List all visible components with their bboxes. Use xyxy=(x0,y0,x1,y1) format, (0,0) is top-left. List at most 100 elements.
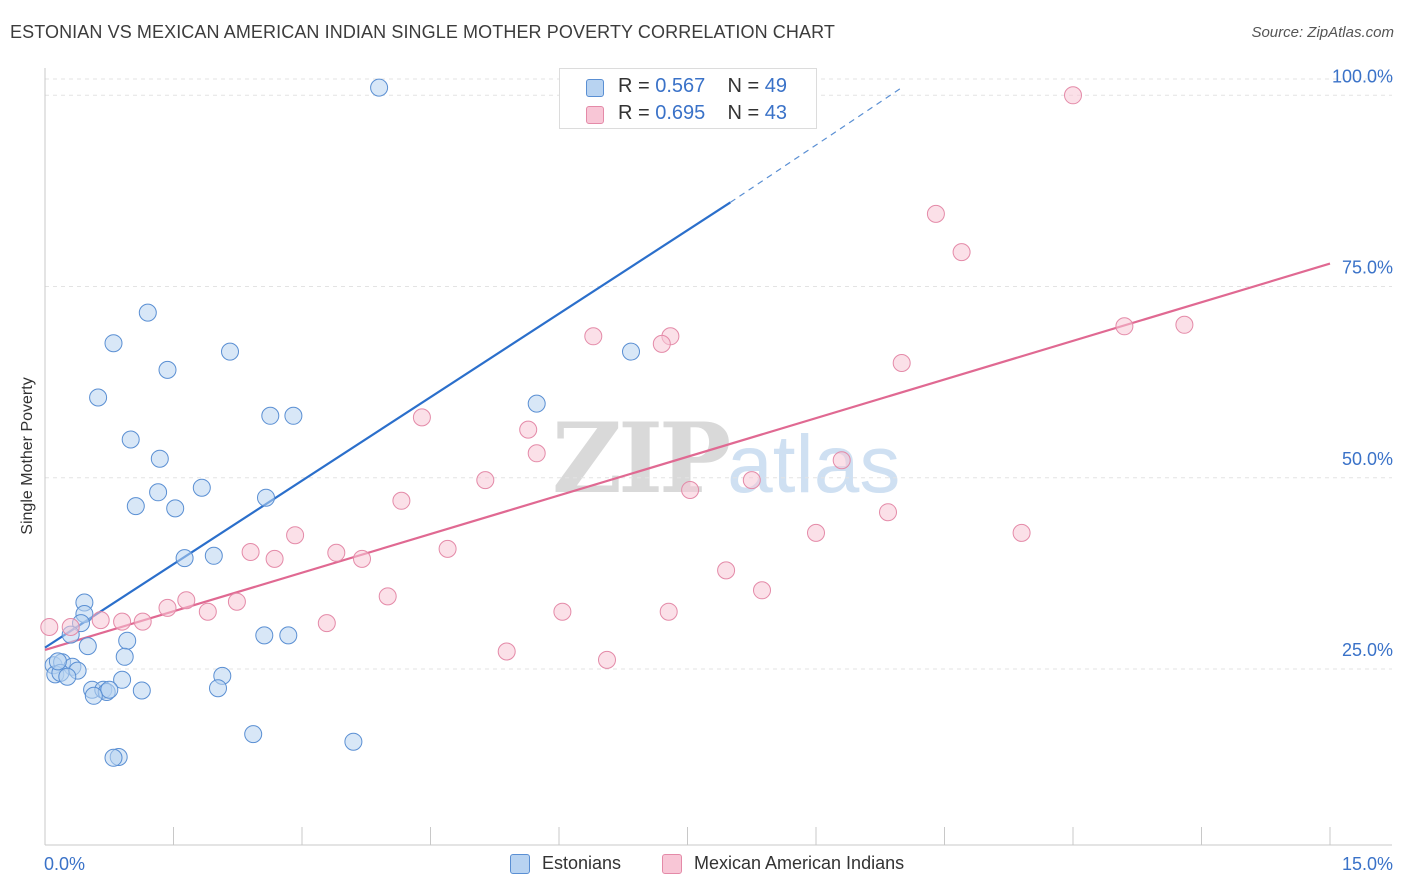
point-mexican-american-indians xyxy=(742,471,761,490)
point-estonians xyxy=(58,667,77,686)
point-estonians xyxy=(622,342,640,361)
point-estonians xyxy=(84,686,103,705)
point-mexican-american-indians xyxy=(1115,317,1134,336)
point-estonians xyxy=(48,652,67,671)
point-mexican-american-indians xyxy=(553,602,572,621)
point-estonians xyxy=(115,647,134,666)
x-tick-label: 15.0% xyxy=(1342,854,1393,874)
point-mexican-american-indians xyxy=(61,618,80,636)
point-estonians xyxy=(104,334,123,353)
trend-line-estonians-extension xyxy=(729,87,903,203)
point-estonians xyxy=(261,406,280,425)
point-mexican-american-indians xyxy=(286,526,305,545)
trend-line-mexican-american-indians xyxy=(44,262,1331,651)
point-mexican-american-indians xyxy=(519,420,538,439)
point-estonians xyxy=(100,680,119,699)
point-estonians xyxy=(78,637,97,656)
point-estonians xyxy=(121,430,140,449)
source-label: Source: ZipAtlas.com xyxy=(1251,24,1394,41)
point-mexican-american-indians xyxy=(40,618,59,636)
n-label: N = xyxy=(727,102,765,124)
point-estonians xyxy=(221,342,239,361)
trend-lines xyxy=(44,87,1331,651)
point-mexican-american-indians xyxy=(158,598,177,617)
point-mexican-american-indians xyxy=(133,612,152,631)
point-mexican-american-indians xyxy=(879,503,897,522)
n-value: 43 xyxy=(764,102,788,124)
point-mexican-american-indians xyxy=(527,444,546,463)
point-mexican-american-indians xyxy=(952,243,971,262)
point-mexican-american-indians xyxy=(392,491,411,510)
r-value: 0.567 xyxy=(655,75,706,97)
point-mexican-american-indians xyxy=(91,611,110,630)
point-mexican-american-indians xyxy=(807,523,825,542)
point-mexican-american-indians xyxy=(327,543,346,562)
series-legend: Estonians Mexican American Indians xyxy=(0,852,1406,878)
point-estonians xyxy=(138,303,157,322)
x-tick-label: 0.0% xyxy=(44,854,85,874)
point-mexican-american-indians xyxy=(926,204,945,223)
point-mexican-american-indians xyxy=(476,471,495,490)
point-mexican-american-indians xyxy=(598,650,616,669)
point-estonians xyxy=(284,406,303,425)
point-estonians xyxy=(244,725,263,744)
r-value: 0.695 xyxy=(655,102,706,124)
point-estonians xyxy=(104,748,123,767)
legend-swatch-pink xyxy=(662,854,682,874)
point-mexican-american-indians xyxy=(1175,315,1194,334)
legend-swatch-blue xyxy=(586,79,604,97)
point-mexican-american-indians xyxy=(584,327,603,346)
data-points xyxy=(40,78,1194,767)
point-mexican-american-indians xyxy=(832,451,851,470)
point-mexican-american-indians xyxy=(1012,523,1031,542)
y-tick-label: 100.0% xyxy=(1332,66,1393,86)
point-estonians xyxy=(150,449,169,468)
point-mexican-american-indians xyxy=(652,334,671,353)
point-mexican-american-indians xyxy=(378,587,397,606)
point-estonians xyxy=(166,499,185,518)
point-mexican-american-indians xyxy=(227,592,246,611)
y-tick-label: 50.0% xyxy=(1342,449,1393,469)
trend-line-estonians xyxy=(44,201,731,649)
point-mexican-american-indians xyxy=(717,561,736,580)
r-label: R = xyxy=(618,75,656,97)
point-estonians xyxy=(370,78,389,97)
point-estonians xyxy=(209,679,227,698)
point-mexican-american-indians xyxy=(177,591,196,610)
point-mexican-american-indians xyxy=(412,408,431,427)
point-mexican-american-indians xyxy=(659,602,678,621)
legend-label: Mexican American Indians xyxy=(694,853,905,873)
point-mexican-american-indians xyxy=(753,581,771,600)
point-mexican-american-indians xyxy=(265,549,284,568)
legend-swatch-blue xyxy=(510,854,530,874)
r-label: R = xyxy=(618,102,656,124)
axes xyxy=(44,68,1392,846)
legend-swatch-pink xyxy=(586,106,604,124)
point-estonians xyxy=(132,681,151,700)
n-label: N = xyxy=(727,75,765,97)
point-estonians xyxy=(158,360,177,379)
y-tick-label: 25.0% xyxy=(1342,640,1393,660)
point-estonians xyxy=(279,626,298,645)
point-estonians xyxy=(149,483,168,502)
n-value: 49 xyxy=(764,75,788,97)
point-estonians xyxy=(527,394,546,413)
point-estonians xyxy=(192,478,211,497)
point-mexican-american-indians xyxy=(198,602,217,621)
correlation-legend: R = 0.567 N = 49 R = 0.695 N = 43 xyxy=(559,68,817,129)
point-mexican-american-indians xyxy=(113,612,132,631)
point-mexican-american-indians xyxy=(317,614,336,633)
point-mexican-american-indians xyxy=(241,543,260,561)
point-mexican-american-indians xyxy=(1064,86,1082,105)
point-mexican-american-indians xyxy=(497,642,516,661)
point-estonians xyxy=(344,732,363,751)
y-tick-label: 75.0% xyxy=(1342,258,1393,278)
point-estonians xyxy=(118,631,137,650)
point-mexican-american-indians xyxy=(438,539,457,558)
point-estonians xyxy=(89,388,108,407)
point-mexican-american-indians xyxy=(892,354,911,372)
point-estonians xyxy=(255,626,274,645)
point-mexican-american-indians xyxy=(681,481,700,499)
point-estonians xyxy=(113,670,132,689)
